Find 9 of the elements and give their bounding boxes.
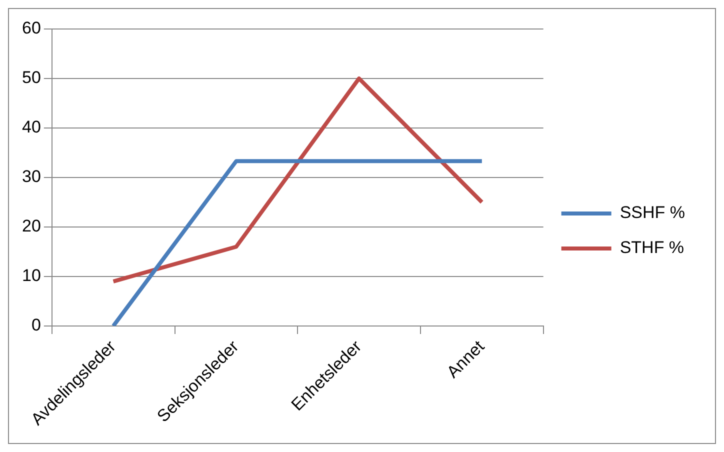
y-tick-label: 50 [22,68,41,88]
legend-label: SSHF % [620,203,686,222]
y-tick-label: 60 [22,18,41,38]
y-tick-label: 10 [22,266,41,286]
y-tick-label: 30 [22,167,41,186]
y-tick-label: 40 [22,118,41,137]
legend-label: STHF % [620,238,684,258]
y-tick-label: 20 [22,216,41,236]
y-tick-label: 0 [31,316,41,335]
